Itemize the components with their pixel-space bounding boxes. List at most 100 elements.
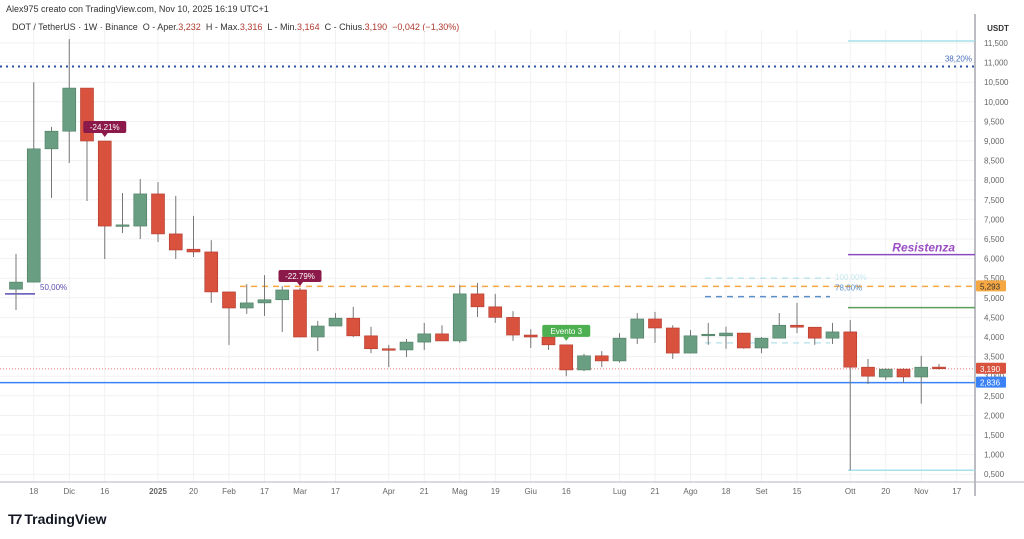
candle-body — [754, 337, 769, 349]
time-tick-label: 20 — [881, 487, 890, 496]
candle-body — [44, 130, 59, 150]
candle-body — [399, 341, 414, 351]
candle-body — [932, 366, 946, 370]
candle-body — [790, 324, 804, 328]
annotation-label: -22.79% — [285, 272, 315, 281]
change-value: −0,042 (−1,30%) — [392, 22, 460, 32]
annotation-label: -24.21% — [90, 123, 120, 132]
price-tick-label: 7,000 — [984, 215, 1005, 224]
low-label: L - Min. — [267, 22, 298, 32]
price-tick-label: 10,000 — [984, 98, 1009, 107]
candle-body — [293, 289, 307, 338]
candle-body — [488, 306, 503, 318]
candle-body — [133, 193, 148, 227]
low-value: 3,164 — [297, 22, 320, 32]
price-tick-label: 6,000 — [984, 255, 1005, 264]
price-tick-label: 5,000 — [984, 294, 1005, 303]
author-line: Alex975 creato con TradingView.com, Nov … — [6, 4, 269, 14]
candle-body — [648, 318, 662, 329]
candle-body — [807, 326, 822, 339]
time-tick-label: 2025 — [149, 487, 167, 496]
price-tick-label: 11,500 — [984, 39, 1008, 48]
time-tick-label: Mag — [452, 487, 468, 496]
price-tick-label: 8,500 — [984, 157, 1005, 166]
candle-body — [470, 293, 485, 308]
annotation-badge — [542, 324, 591, 337]
price-tick-label: 3,500 — [984, 353, 1005, 362]
time-tick-label: Ago — [683, 487, 698, 496]
price-tick-label: 2,500 — [984, 392, 1005, 401]
tradingview-logo-icon: T7 — [8, 511, 22, 527]
price-tag — [976, 280, 1006, 292]
time-tick-label: 21 — [651, 487, 660, 496]
candle-body — [506, 317, 520, 336]
time-tick-label: 16 — [562, 487, 571, 496]
close-label: C - Chius. — [324, 22, 365, 32]
time-tick-label: Nov — [914, 487, 928, 496]
time-tick-label: Giu — [525, 487, 537, 496]
fib-label: 100,00% — [835, 273, 867, 282]
time-tick-label: Set — [755, 487, 768, 496]
price-tick-label: 4,500 — [984, 313, 1005, 322]
candle-body — [204, 251, 219, 293]
candle-body — [523, 334, 538, 338]
candle-body — [452, 293, 467, 342]
time-tick-label: Ott — [845, 487, 856, 496]
candle-body — [719, 332, 733, 337]
price-tick-label: 8,000 — [984, 176, 1005, 185]
annotation-pointer — [101, 133, 108, 137]
time-tick-label: Lug — [613, 487, 626, 496]
time-tick-label: 17 — [260, 487, 269, 496]
candle-body — [381, 348, 396, 351]
candle-body — [825, 331, 840, 339]
candle-body — [275, 289, 290, 301]
price-tick-label: 1,500 — [984, 431, 1005, 440]
time-tick-label: Feb — [222, 487, 236, 496]
symbol-label[interactable]: DOT / TetherUS · 1W · Binance — [12, 22, 138, 32]
price-tick-label: 1,000 — [984, 451, 1005, 460]
high-value: 3,316 — [239, 22, 263, 32]
price-tick-label: 4,000 — [984, 333, 1005, 342]
price-tick-label: 10,500 — [984, 78, 1009, 87]
fib-label: 50,00% — [40, 283, 67, 292]
candle-body — [736, 332, 751, 349]
price-tick-label: 5,500 — [984, 274, 1005, 283]
price-tag — [976, 376, 1006, 388]
candle-body — [115, 224, 130, 227]
candle-body — [630, 318, 645, 339]
candle-body — [168, 233, 183, 251]
price-tick-label: 2,000 — [984, 411, 1005, 420]
candle-body — [878, 368, 893, 378]
candle-body — [577, 355, 591, 371]
candle-body — [222, 291, 236, 309]
candle-body — [9, 281, 23, 290]
open-value: 3,232 — [178, 22, 201, 32]
time-tick-label: Apr — [383, 487, 396, 496]
tradingview-logo[interactable]: T7 TradingView — [8, 511, 107, 527]
candle-body — [239, 302, 254, 309]
candle-body — [435, 333, 449, 342]
candle-body — [151, 193, 165, 235]
candle-body — [346, 317, 361, 337]
time-tick-label: 21 — [420, 487, 429, 496]
price-tag-label: 3,190 — [980, 365, 1001, 374]
time-tick-label: 18 — [29, 487, 38, 496]
fib-label: 78,60% — [835, 283, 862, 292]
time-tick-label: 19 — [491, 487, 500, 496]
candle-body — [417, 333, 432, 343]
candle-body — [26, 148, 41, 283]
time-tick-label: Mar — [293, 487, 307, 496]
candle-body — [594, 355, 609, 362]
time-tick-label: 18 — [722, 487, 731, 496]
candle-body — [328, 317, 343, 327]
candle-body — [310, 325, 325, 338]
annotation-pointer — [563, 336, 570, 341]
annotation-label: Evento 3 — [550, 327, 582, 336]
time-tick-label: 16 — [100, 487, 109, 496]
time-tick-label: 17 — [952, 487, 961, 496]
ohlc-legend: DOT / TetherUS · 1W · Binance O - Aper.3… — [12, 22, 459, 32]
price-tick-label: 0,500 — [984, 470, 1005, 479]
price-tag-label: 2,836 — [980, 379, 1001, 388]
candle-body — [257, 299, 272, 304]
